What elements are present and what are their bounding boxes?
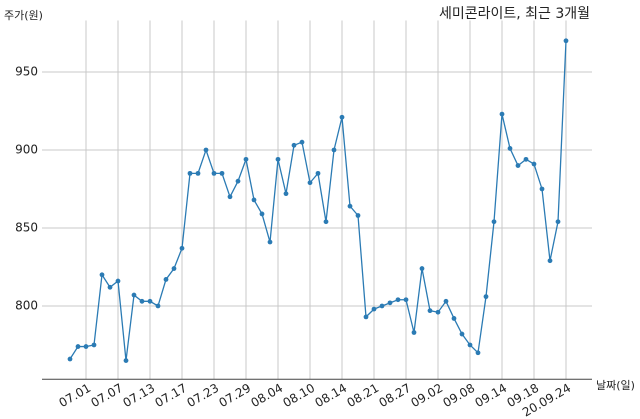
point <box>243 156 249 162</box>
point <box>91 342 97 348</box>
point <box>235 178 241 184</box>
point <box>475 350 481 356</box>
point <box>115 278 121 284</box>
x-tick-label: 09.08 <box>440 381 477 410</box>
point <box>499 111 505 117</box>
point <box>387 300 393 306</box>
point <box>419 266 425 271</box>
point <box>547 258 553 264</box>
y-axis-label: 주가(원) <box>4 9 43 22</box>
point <box>219 170 225 176</box>
y-tick-label: 800 <box>15 298 38 312</box>
point <box>443 298 449 304</box>
point <box>363 314 369 320</box>
y-tick-label: 900 <box>15 142 38 156</box>
point <box>291 142 297 148</box>
x-tick-label: 08.10 <box>280 381 317 410</box>
y-tick-label: 850 <box>15 220 38 234</box>
x-tick-label: 09.14 <box>472 381 509 410</box>
x-tick-label: 08.27 <box>376 381 413 410</box>
point <box>331 147 337 153</box>
point <box>467 342 473 348</box>
x-tick-label: 07.23 <box>184 381 221 410</box>
point <box>83 344 89 349</box>
point <box>99 272 105 278</box>
x-tick-label: 07.07 <box>88 381 125 410</box>
point <box>67 356 73 362</box>
point <box>347 203 353 209</box>
point <box>107 284 113 290</box>
point <box>395 297 401 303</box>
point <box>451 316 457 321</box>
line <box>69 40 567 361</box>
y-tick-label: 950 <box>15 64 38 78</box>
point <box>563 38 569 44</box>
point <box>355 213 361 218</box>
point <box>523 156 529 162</box>
point <box>531 161 537 167</box>
point <box>267 239 273 245</box>
x-tick-label: 08.21 <box>344 381 381 410</box>
point <box>339 114 345 120</box>
point <box>379 303 385 309</box>
point <box>411 330 417 335</box>
point <box>259 211 265 217</box>
point <box>555 219 561 225</box>
point <box>251 197 257 203</box>
point <box>179 245 185 251</box>
point <box>539 186 545 192</box>
point <box>315 170 321 176</box>
point <box>123 358 129 363</box>
point <box>307 180 313 186</box>
point <box>283 191 289 197</box>
point <box>147 298 153 304</box>
point <box>299 139 305 145</box>
x-tick-label: 07.29 <box>216 381 253 410</box>
x-tick-label: 08.04 <box>248 381 285 410</box>
x-tick-label: 07.01 <box>56 381 93 410</box>
point <box>459 331 465 337</box>
point <box>403 297 409 303</box>
x-tick-label: 07.17 <box>152 381 189 410</box>
point <box>491 219 497 225</box>
point <box>131 292 137 298</box>
point <box>507 146 513 151</box>
x-tick-label: 09.02 <box>408 381 445 410</box>
point <box>75 344 81 349</box>
point <box>483 294 489 300</box>
x-tick-label: 08.14 <box>312 381 349 410</box>
point <box>211 170 217 176</box>
point <box>435 309 441 315</box>
point <box>323 219 329 225</box>
point <box>427 308 433 314</box>
point <box>195 170 201 176</box>
point <box>171 266 177 271</box>
point <box>275 156 281 162</box>
point <box>139 298 145 304</box>
point <box>163 277 169 282</box>
x-tick-label: 07.13 <box>120 381 157 410</box>
point <box>155 303 161 309</box>
point <box>187 170 193 176</box>
chart-title: 세미콘라이트, 최근 3개월 <box>439 6 590 22</box>
point <box>371 306 377 312</box>
point <box>515 163 521 168</box>
x-axis-label: 날짜(일) <box>596 378 635 392</box>
point <box>203 147 209 153</box>
point <box>227 194 233 200</box>
